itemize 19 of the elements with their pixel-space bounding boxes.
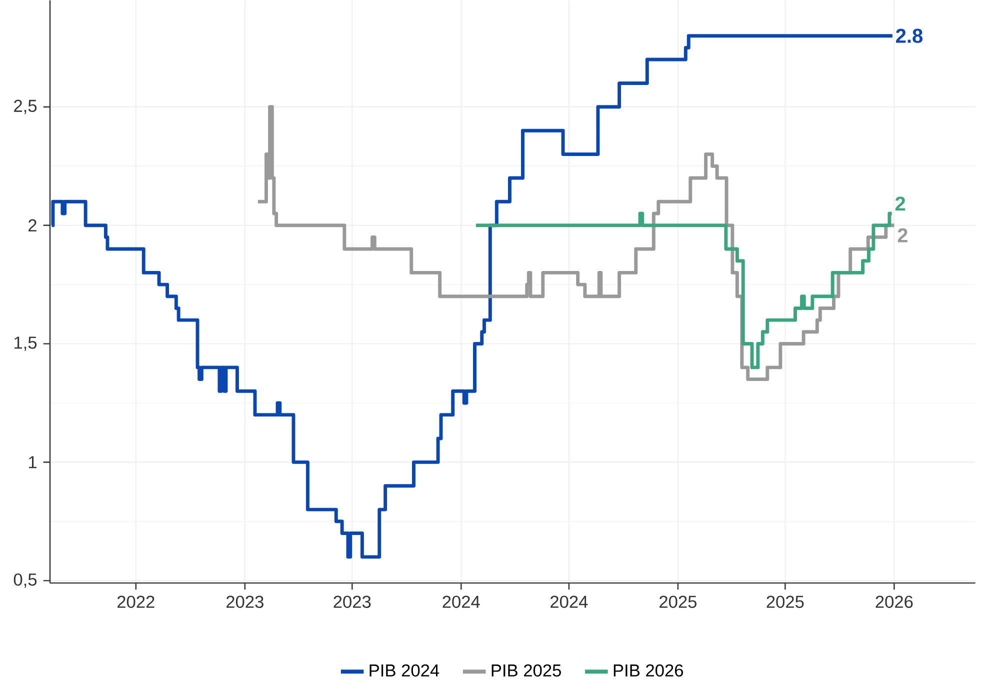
annotation: 2.8 [896, 28, 923, 43]
annotation: 2 [898, 228, 908, 242]
x-tick-label: 2025 [660, 596, 696, 608]
x-tick-label: 2022 [118, 596, 154, 608]
y-tick-label: 1 [28, 456, 36, 468]
y-tick-label: 1,5 [14, 336, 37, 351]
legend-label: PIB 2026 [614, 664, 684, 677]
x-tick-label: 2023 [226, 596, 264, 608]
x-tick-label: 2026 [876, 596, 913, 608]
x-tick-label: 2024 [550, 596, 588, 608]
annotation: 2 [895, 196, 906, 211]
legend-label: PIB 2024 [370, 664, 440, 677]
y-tick-label: 2,5 [14, 100, 37, 114]
y-tick-label: 2 [28, 219, 36, 232]
x-tick-label: 2024 [442, 596, 480, 608]
legend-label: PIB 2025 [492, 664, 561, 677]
x-tick-label: 2025 [766, 596, 804, 608]
y-tick-label: 0,5 [14, 573, 37, 588]
x-tick-label: 2023 [334, 596, 371, 608]
